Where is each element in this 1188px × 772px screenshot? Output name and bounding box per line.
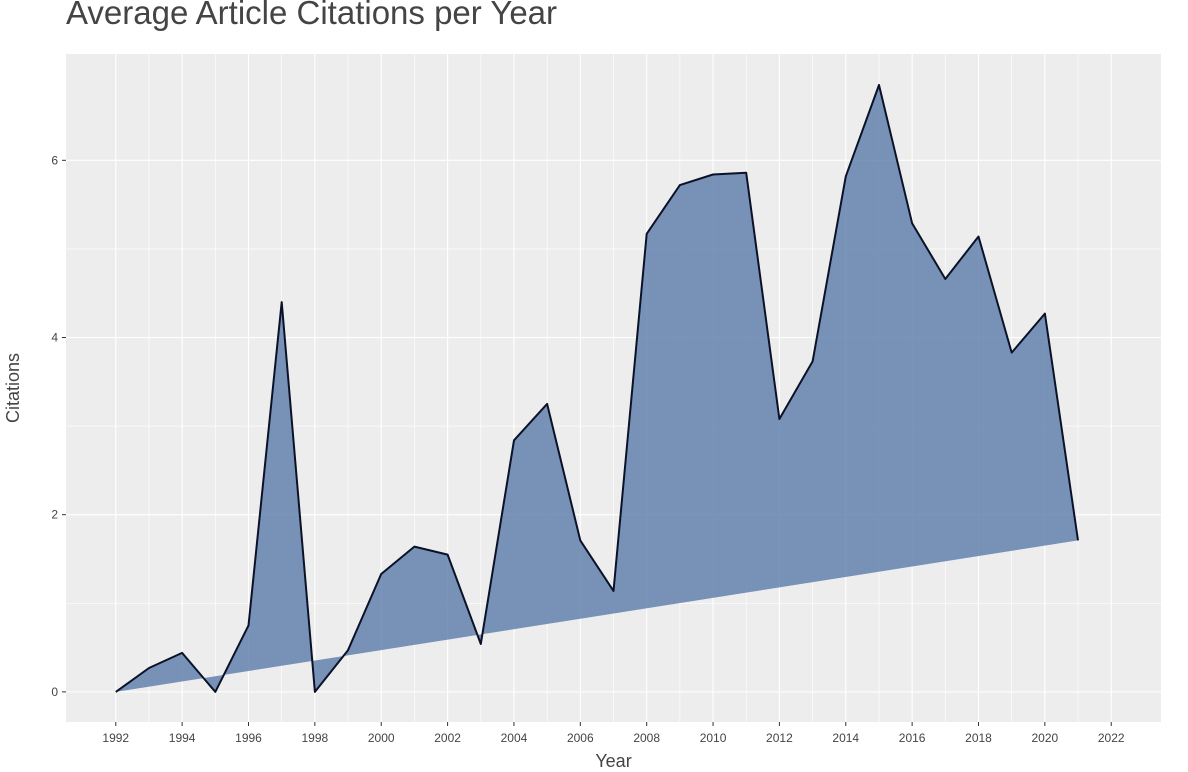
- y-axis-title: Citations: [3, 353, 23, 423]
- x-axis-ticks: 1992 1994 1996 1998 2000 2002 2004 2006 2008 2010…: [102, 722, 1125, 745]
- x-tick-label: 2020: [1032, 731, 1059, 745]
- x-tick-label: 2000: [368, 731, 395, 745]
- x-tick-label: 2006: [567, 731, 594, 745]
- chart-title: Average Article Citations per Year: [66, 0, 558, 31]
- x-tick-label: 2002: [434, 731, 461, 745]
- x-tick-label: 2012: [766, 731, 793, 745]
- y-axis-ticks: 0 2 4 6: [51, 153, 66, 699]
- x-tick-label: 2022: [1098, 731, 1125, 745]
- y-tick-label: 0: [51, 685, 58, 699]
- area-layer: [115, 84, 1079, 693]
- citations-area: [115, 85, 1079, 692]
- y-tick-label: 2: [51, 508, 58, 522]
- x-tick-label: 2008: [633, 731, 660, 745]
- x-tick-label: 1996: [235, 731, 262, 745]
- x-tick-label: 1994: [169, 731, 196, 745]
- x-tick-label: 2018: [965, 731, 992, 745]
- x-tick-label: 2016: [899, 731, 926, 745]
- x-tick-label: 1992: [102, 731, 129, 745]
- x-axis-title: Year: [595, 751, 631, 771]
- x-tick-label: 2010: [700, 731, 727, 745]
- y-tick-label: 4: [51, 331, 58, 345]
- x-tick-label: 2004: [501, 731, 528, 745]
- y-tick-label: 6: [51, 153, 58, 167]
- x-tick-label: 2014: [832, 731, 859, 745]
- x-tick-label: 1998: [302, 731, 329, 745]
- citations-line: [115, 84, 1079, 693]
